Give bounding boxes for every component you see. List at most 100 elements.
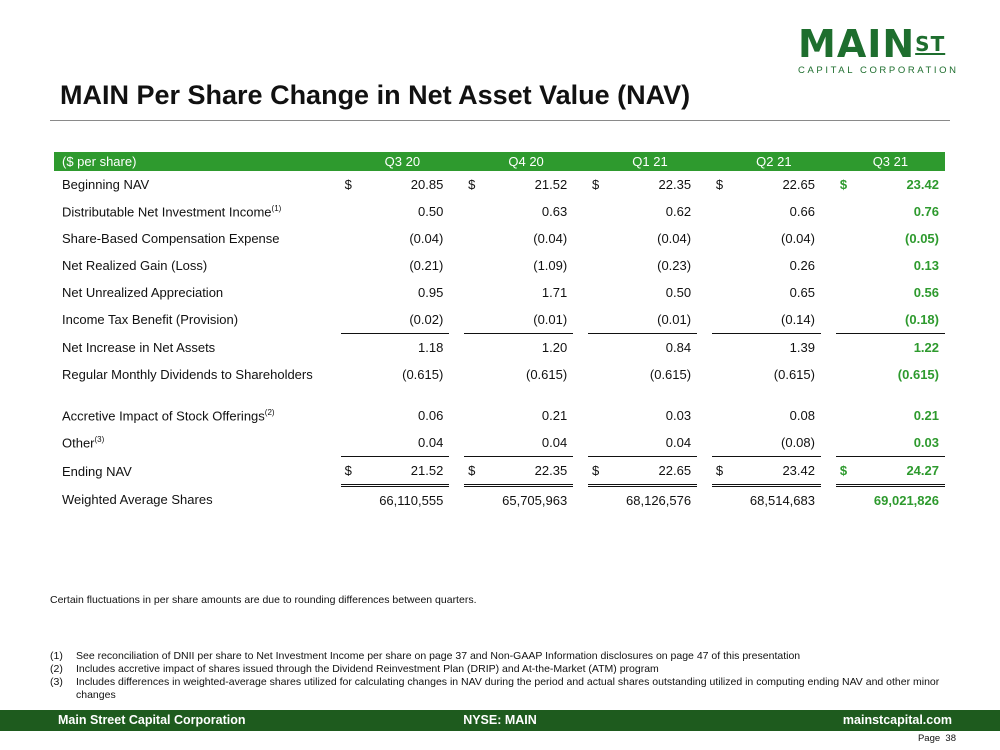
value-cell: 22.35 (658, 177, 692, 192)
row-label: Income Tax Benefit (Provision) (62, 312, 239, 328)
currency-cell (464, 279, 482, 306)
value-cell: 0.04 (482, 429, 574, 457)
header-label: ($ per share) (54, 152, 341, 171)
column-gap (573, 334, 588, 362)
column-gap (573, 388, 588, 429)
column-gap (821, 225, 836, 252)
column-gap (449, 252, 464, 279)
value-cell: 0.62 (665, 204, 692, 219)
column-gap (697, 429, 712, 457)
row-label: Distributable Net Investment Income(1) (62, 203, 282, 220)
column-gap (821, 306, 836, 334)
value-cell: (1.09) (533, 258, 568, 273)
row-label: Weighted Average Shares (62, 492, 213, 508)
column-gap (573, 279, 588, 306)
value-cell: (0.14) (730, 306, 821, 334)
logo-wordmark: MAINST (798, 22, 946, 66)
column-gap (449, 306, 464, 334)
currency-cell: $ (468, 177, 476, 192)
column-gap (573, 429, 588, 457)
currency-cell (712, 388, 730, 429)
currency-cell (588, 225, 606, 252)
column-gap (821, 198, 836, 225)
currency-cell: $ (592, 177, 600, 192)
page-title: MAIN Per Share Change in Net Asset Value… (60, 80, 691, 110)
row-label: Ending NAV (62, 463, 132, 479)
currency-cell (588, 334, 606, 362)
row-label: Accretive Impact of Stock Offerings(2) (62, 407, 275, 423)
value-cell: 0.95 (418, 285, 444, 300)
value-cell: (0.18) (854, 306, 945, 334)
column-gap (449, 388, 464, 429)
currency-cell (836, 198, 854, 225)
currency-cell (464, 486, 482, 515)
value-cell: 0.21 (541, 408, 568, 423)
value-cell: 0.03 (854, 429, 945, 457)
currency-cell (341, 361, 359, 388)
currency-cell: $ (464, 456, 483, 487)
value-cell: 0.13 (913, 258, 939, 273)
currency-cell (711, 429, 731, 457)
column-gap (449, 429, 464, 457)
currency-cell (588, 429, 607, 457)
currency-cell (588, 361, 606, 388)
footer-website[interactable]: mainstcapital.com (842, 713, 952, 727)
column-gap (449, 198, 464, 225)
currency-cell (341, 279, 359, 306)
currency-cell (836, 279, 854, 306)
currency-cell (464, 334, 482, 362)
currency-cell: $ (340, 456, 360, 487)
currency-cell: $ (711, 456, 731, 487)
column-gap (573, 171, 588, 198)
column-gap (449, 361, 464, 388)
column-gap (697, 252, 712, 279)
header-q1-21: Q1 21 (588, 152, 712, 171)
value-cell: (0.615) (897, 367, 939, 382)
column-gap (697, 486, 712, 515)
currency-cell (588, 388, 606, 429)
currency-cell (835, 306, 855, 334)
currency-cell: $ (835, 456, 855, 487)
currency-cell (588, 252, 606, 279)
header-q3-21: Q3 21 (835, 152, 945, 171)
page-number: Page 38 (917, 733, 956, 744)
currency-cell (341, 486, 359, 515)
value-cell: (0.615) (402, 367, 444, 382)
column-gap (697, 388, 712, 429)
table-row: Other(3) 0.04 0.04 0.04 (0.08) 0.03 (54, 429, 945, 457)
value-cell: (0.23) (657, 258, 692, 273)
footer-ticker: NYSE: MAIN (463, 713, 537, 727)
value-cell: (0.02) (359, 306, 450, 334)
currency-cell (835, 429, 855, 457)
table-row: Distributable Net Investment Income(1) 0.… (54, 198, 945, 225)
column-gap (697, 361, 712, 388)
row-label: Share-Based Compensation Expense (62, 231, 280, 246)
value-cell: 23.42 (906, 177, 939, 192)
currency-cell: $ (715, 177, 724, 192)
column-gap (449, 334, 464, 362)
currency-cell (464, 361, 482, 388)
value-cell: (0.21) (409, 258, 444, 273)
currency-cell (464, 429, 483, 457)
header-q2-21: Q2 21 (711, 152, 836, 171)
currency-cell (588, 486, 606, 515)
value-cell: 1.22 (913, 340, 939, 355)
currency-cell: $ (344, 177, 352, 192)
rounding-note: Certain fluctuations in per share amount… (50, 594, 477, 606)
value-cell: 0.56 (913, 285, 939, 300)
currency-cell (588, 279, 606, 306)
column-gap (697, 334, 712, 362)
column-gap (449, 225, 464, 252)
footnote-item: (3) Includes differences in weighted-aver… (50, 676, 940, 701)
currency-cell (836, 361, 854, 388)
value-cell: (0.05) (905, 231, 939, 246)
currency-cell: $ (588, 456, 607, 487)
value-cell: (0.08) (730, 429, 821, 457)
logo-subtitle: CAPITAL CORPORATION (798, 65, 959, 76)
currency-cell: $ (839, 177, 848, 192)
row-label: Other(3) (62, 435, 105, 451)
table-row: Weighted Average Shares 66,110,555 65,705,… (54, 486, 945, 515)
value-cell: 21.52 (534, 177, 568, 192)
value-cell: (0.04) (409, 231, 444, 246)
currency-cell (712, 334, 730, 362)
